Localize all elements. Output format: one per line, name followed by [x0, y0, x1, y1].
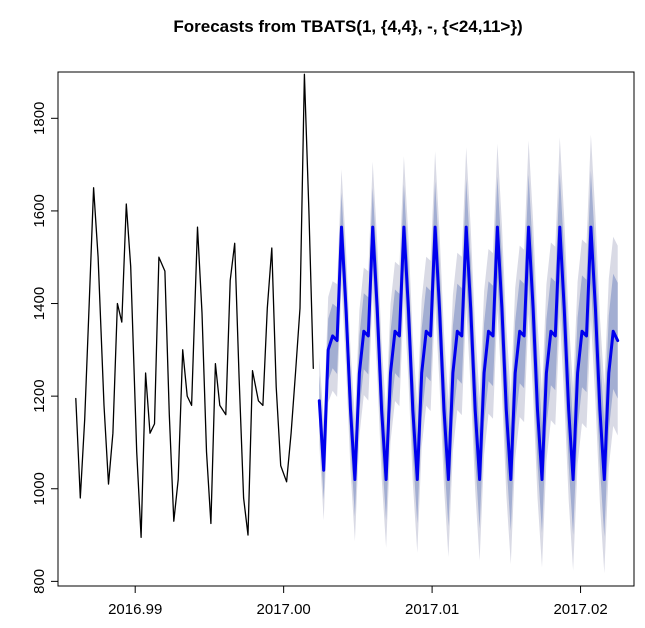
y-tick-label-2: 1200: [31, 379, 48, 412]
observed-series-line: [75, 73, 314, 539]
y-axis: 800 1000 1200 1400 1600 1800: [31, 102, 58, 594]
x-axis: 2016.99 2017.00 2017.01 2017.02: [108, 586, 608, 618]
y-tick-label-0: 800: [31, 569, 48, 594]
x-tick-label-0: 2016.99: [108, 601, 162, 618]
y-tick-label-3: 1400: [31, 287, 48, 320]
x-tick-label-2: 2017.01: [405, 601, 459, 618]
prediction-intervals: [319, 134, 618, 574]
prediction-band-80: [319, 170, 618, 537]
x-tick-label-1: 2017.00: [257, 601, 311, 618]
forecast-series-line: [317, 225, 620, 481]
x-tick-label-3: 2017.02: [553, 601, 607, 618]
series-lines: [75, 73, 620, 539]
plot-frame: [57, 71, 635, 587]
y-tick-label-5: 1800: [31, 102, 48, 135]
chart-title: Forecasts from TBATS(1, {4,4}, -, {<24,1…: [173, 17, 522, 36]
y-tick-label-4: 1600: [31, 194, 48, 227]
y-tick-label-1: 1000: [31, 472, 48, 505]
